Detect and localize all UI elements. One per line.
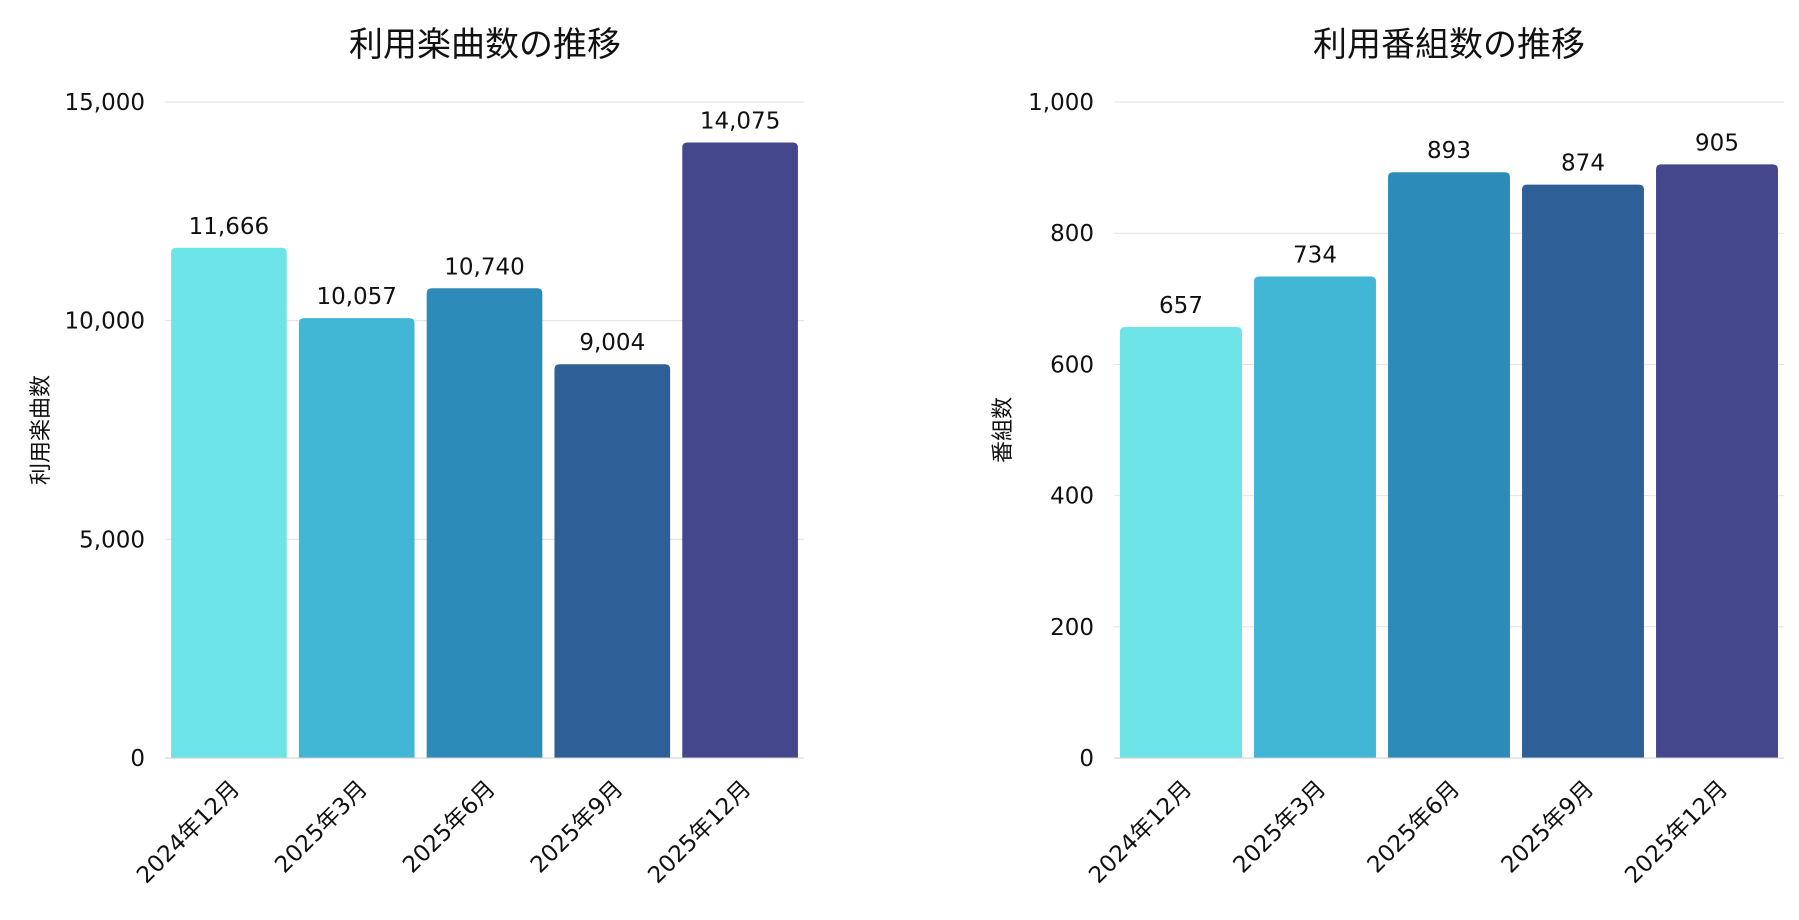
data-label: 893 [1427, 138, 1471, 164]
bar [554, 364, 671, 758]
x-tick-label: 2025年3月 [270, 776, 373, 879]
x-tick-label: 2025年6月 [398, 776, 501, 879]
y-tick-label: 0 [1079, 746, 1094, 772]
y-tick-label: 15,000 [65, 90, 145, 116]
x-tick-label: 2024年12月 [132, 776, 245, 889]
y-axis-label: 番組数 [991, 397, 1016, 463]
data-label: 10,057 [316, 284, 396, 310]
data-label: 874 [1561, 151, 1605, 177]
bar [426, 288, 543, 758]
bar [171, 247, 287, 758]
x-tick-label: 2024年12月 [1084, 776, 1197, 889]
x-tick-label: 2025年12月 [643, 776, 756, 889]
chart-title: 利用楽曲数の推移 [349, 25, 621, 65]
data-label: 657 [1159, 293, 1203, 319]
y-tick-label: 400 [1050, 484, 1094, 510]
y-tick-label: 600 [1050, 352, 1094, 378]
y-axis-label: 利用楽曲数 [29, 375, 54, 485]
data-label: 905 [1695, 130, 1739, 156]
bar [1656, 164, 1778, 758]
x-tick-label: 2025年9月 [526, 776, 629, 879]
bar [1120, 327, 1242, 758]
data-label: 734 [1293, 242, 1337, 268]
x-tick-label: 2025年3月 [1229, 776, 1332, 879]
bar [1254, 276, 1376, 758]
x-tick-label: 2025年12月 [1620, 776, 1733, 889]
data-label: 11,666 [189, 214, 269, 240]
y-tick-label: 800 [1050, 221, 1094, 247]
chart-title: 利用番組数の推移 [1313, 25, 1585, 65]
x-tick-label: 2025年9月 [1497, 776, 1600, 879]
x-tick-label: 2025年6月 [1363, 776, 1466, 879]
y-tick-label: 5,000 [79, 527, 145, 553]
bar [298, 318, 415, 758]
data-label: 14,075 [700, 108, 780, 134]
bar [1388, 172, 1510, 758]
y-tick-label: 1,000 [1028, 90, 1094, 116]
y-tick-label: 10,000 [65, 309, 145, 335]
data-label: 9,004 [579, 330, 645, 356]
y-tick-label: 0 [130, 746, 145, 772]
y-tick-label: 200 [1050, 615, 1094, 641]
data-label: 10,740 [444, 254, 524, 280]
bar [682, 142, 798, 758]
bar [1522, 184, 1644, 758]
